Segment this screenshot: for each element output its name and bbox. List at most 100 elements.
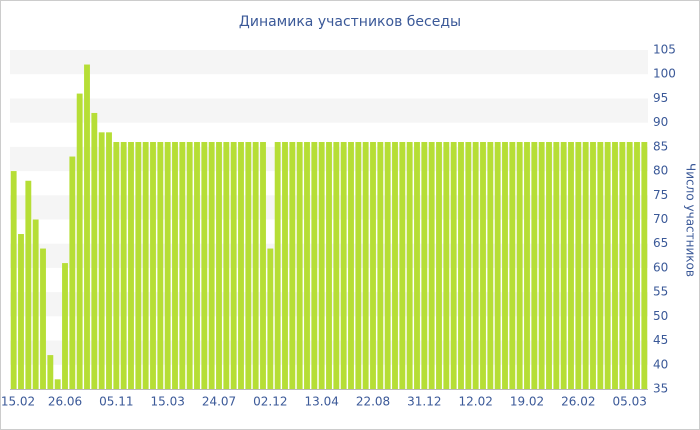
x-tick-label: 12.02 [458, 395, 492, 409]
bar [612, 142, 618, 389]
x-tick-label: 26.06 [48, 395, 82, 409]
bar [524, 142, 530, 389]
bar [194, 142, 200, 389]
y-tick-label: 100 [653, 67, 676, 81]
bar [40, 248, 46, 389]
bar [538, 142, 545, 389]
bar [245, 142, 252, 389]
bar [340, 142, 347, 389]
bar [377, 142, 384, 389]
bar [553, 142, 560, 389]
bar [318, 142, 325, 389]
y-tick-label: 35 [653, 382, 668, 396]
bar [560, 142, 567, 389]
bar [296, 142, 303, 389]
chart-title: Динамика участников беседы [239, 14, 461, 30]
y-tick-label: 60 [653, 260, 668, 274]
bar [54, 379, 61, 389]
grid-band [10, 98, 648, 123]
bar [84, 64, 90, 390]
bar [406, 142, 413, 389]
bar [414, 142, 420, 389]
x-tick-label: 15.02 [1, 395, 35, 409]
bar [494, 142, 501, 389]
bar [120, 142, 127, 389]
y-tick-label: 95 [653, 91, 668, 105]
y-tick-label: 55 [653, 285, 668, 299]
bar [267, 248, 274, 389]
bar [362, 142, 369, 389]
bar [443, 142, 450, 389]
bar [252, 142, 259, 389]
bar [509, 142, 516, 389]
y-tick-label: 50 [653, 309, 668, 323]
bar [186, 142, 193, 389]
y-tick-label: 65 [653, 236, 668, 250]
bar [392, 142, 398, 389]
x-tick-label: 26.02 [561, 395, 595, 409]
bar [516, 142, 523, 389]
y-tick-label: 85 [653, 139, 668, 153]
bar [480, 142, 486, 389]
y-axis-label: Число участников [684, 163, 698, 277]
bar [399, 142, 406, 389]
bar [355, 142, 362, 389]
bar [465, 142, 472, 389]
bar [18, 234, 24, 389]
bar [69, 156, 76, 389]
bar [113, 142, 120, 389]
bar [230, 142, 237, 389]
bar [590, 142, 596, 389]
bar [282, 142, 288, 389]
y-tick-label: 45 [653, 333, 668, 347]
bar [348, 142, 354, 389]
bar [604, 142, 611, 389]
bar [634, 142, 640, 389]
bar [428, 142, 435, 389]
bar [472, 142, 479, 389]
x-tick-label: 22.08 [356, 395, 390, 409]
bar [575, 142, 582, 389]
bar [333, 142, 340, 389]
bar [10, 171, 17, 389]
bar [223, 142, 230, 389]
bar [201, 142, 208, 389]
bar [421, 142, 428, 389]
bar [76, 93, 83, 389]
x-tick-label: 15.03 [150, 395, 184, 409]
bar [487, 142, 494, 389]
bar [304, 142, 310, 389]
bar [274, 142, 281, 389]
bar [62, 263, 68, 389]
y-tick-label: 75 [653, 188, 668, 202]
x-tick-label: 19.02 [510, 395, 544, 409]
bar [502, 142, 508, 389]
bar [619, 142, 626, 389]
bar [47, 355, 54, 389]
bar [172, 142, 178, 389]
bar [289, 142, 296, 389]
y-tick-label: 40 [653, 357, 668, 371]
bar [32, 219, 39, 389]
bar [216, 142, 222, 389]
bar [91, 112, 98, 389]
bar [25, 180, 32, 389]
x-tick-label: 13.04 [304, 395, 338, 409]
bar [142, 142, 149, 389]
bar [238, 142, 244, 389]
bar [546, 142, 552, 389]
bar [311, 142, 318, 389]
bar [626, 142, 633, 389]
bar [450, 142, 457, 389]
bar [157, 142, 164, 389]
x-tick-label: 05.03 [612, 395, 646, 409]
bar [531, 142, 538, 389]
bar [164, 142, 171, 389]
bar [458, 142, 464, 389]
bar [135, 142, 142, 389]
x-tick-label: 24.07 [202, 395, 236, 409]
bar [436, 142, 442, 389]
bar [106, 132, 112, 390]
bar [150, 142, 156, 389]
